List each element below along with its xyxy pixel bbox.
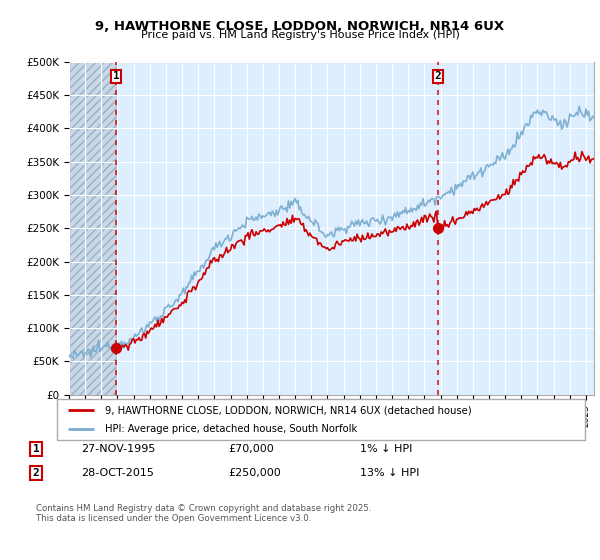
Text: 13% ↓ HPI: 13% ↓ HPI [360,468,419,478]
Text: Price paid vs. HM Land Registry's House Price Index (HPI): Price paid vs. HM Land Registry's House … [140,30,460,40]
Text: Contains HM Land Registry data © Crown copyright and database right 2025.
This d: Contains HM Land Registry data © Crown c… [36,504,371,524]
Text: 1: 1 [113,71,119,81]
Text: 9, HAWTHORNE CLOSE, LODDON, NORWICH, NR14 6UX: 9, HAWTHORNE CLOSE, LODDON, NORWICH, NR1… [95,20,505,32]
Text: 1% ↓ HPI: 1% ↓ HPI [360,444,412,454]
Bar [69,62,116,395]
Text: 1: 1 [32,444,40,454]
Text: 2: 2 [32,468,40,478]
Text: £70,000: £70,000 [228,444,274,454]
Text: 2: 2 [434,71,441,81]
FancyBboxPatch shape [57,399,585,440]
Text: 28-OCT-2015: 28-OCT-2015 [81,468,154,478]
Text: 27-NOV-1995: 27-NOV-1995 [81,444,155,454]
Text: HPI: Average price, detached house, South Norfolk: HPI: Average price, detached house, Sout… [104,424,357,433]
Text: 9, HAWTHORNE CLOSE, LODDON, NORWICH, NR14 6UX (detached house): 9, HAWTHORNE CLOSE, LODDON, NORWICH, NR1… [104,405,471,415]
Text: £250,000: £250,000 [228,468,281,478]
Bar [69,62,116,395]
